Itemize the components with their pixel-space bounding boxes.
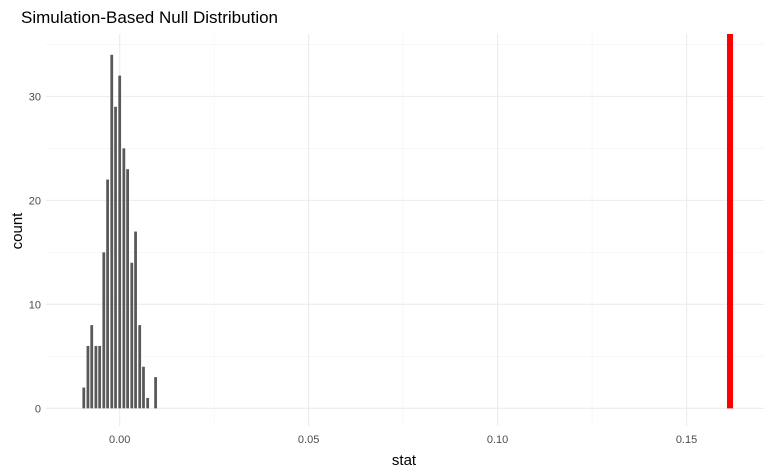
histogram-bar xyxy=(114,106,117,409)
histogram-bars xyxy=(82,54,157,409)
histogram-bar xyxy=(106,179,109,409)
histogram-bar xyxy=(86,345,90,409)
histogram-bar xyxy=(142,366,145,409)
y-axis-ticks: 0 10 20 30 xyxy=(29,91,41,415)
y-tick-label: 20 xyxy=(29,195,41,207)
x-tick-label: 0.10 xyxy=(487,434,508,446)
histogram-bar xyxy=(130,262,134,409)
x-axis-title: stat xyxy=(392,452,417,469)
histogram-bar xyxy=(110,54,114,409)
histogram-bar xyxy=(102,252,106,409)
y-tick-label: 10 xyxy=(29,299,41,311)
histogram-bar xyxy=(154,377,157,409)
x-axis-ticks: 0.00 0.05 0.10 0.15 xyxy=(109,434,697,446)
histogram-bar xyxy=(126,169,130,409)
histogram-bar xyxy=(90,325,94,409)
histogram-bar xyxy=(138,325,142,409)
histogram-bar xyxy=(82,387,86,409)
histogram-bar xyxy=(134,231,137,409)
y-axis-title: count xyxy=(9,212,26,250)
x-tick-label: 0.15 xyxy=(676,434,697,446)
y-tick-label: 0 xyxy=(35,403,41,415)
histogram-bar xyxy=(118,75,122,409)
histogram-bar xyxy=(122,148,126,409)
histogram-bar xyxy=(146,397,150,409)
x-tick-label: 0.00 xyxy=(109,434,130,446)
x-tick-label: 0.05 xyxy=(298,434,319,446)
y-tick-label: 30 xyxy=(29,91,41,103)
histogram-bar xyxy=(94,345,98,409)
histogram-bar xyxy=(98,345,102,409)
chart-title: Simulation-Based Null Distribution xyxy=(21,8,278,27)
